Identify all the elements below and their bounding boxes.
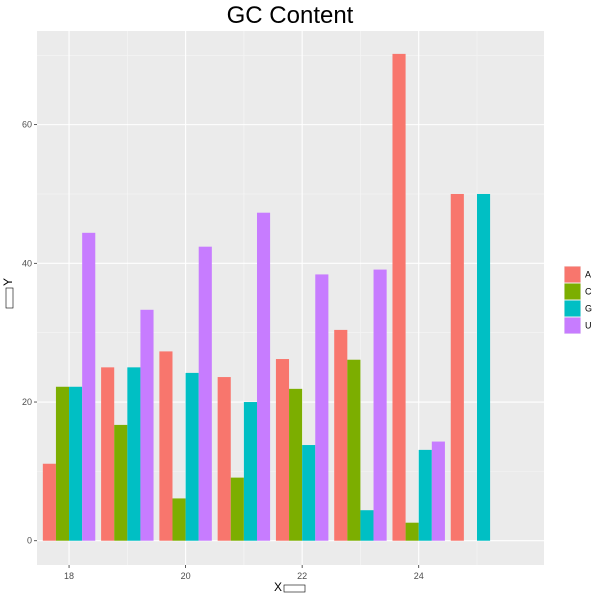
x-axis-label: X: [274, 580, 282, 594]
legend-label-C: C: [585, 287, 592, 297]
chart-title: GC Content: [227, 2, 354, 29]
legend-label-A: A: [585, 270, 591, 280]
bar-C-21: [230, 477, 244, 541]
bar-A-22: [275, 359, 290, 541]
legend-label-U: U: [585, 321, 592, 331]
legend-swatch-G: [564, 300, 581, 317]
y-axis-title: Y: [1, 278, 15, 309]
bar-U-20: [198, 246, 212, 541]
y-tick-label: 0: [27, 536, 32, 546]
bar-G-18: [69, 386, 83, 541]
x-tick-label: 18: [64, 571, 74, 581]
y-tick-label: 20: [22, 397, 32, 407]
bar-G-24: [418, 449, 432, 541]
bar-C-23: [347, 359, 361, 541]
bar-G-22: [302, 445, 316, 541]
x-tick-label: 22: [297, 571, 307, 581]
bar-A-18: [42, 463, 56, 541]
bar-C-19: [114, 424, 128, 541]
bar-A-19: [101, 367, 115, 541]
bar-G-25: [476, 193, 491, 541]
bar-A-21: [217, 377, 231, 541]
bar-G-20: [185, 372, 199, 541]
axes: 0 20 40 60 18 20 22 24: [22, 120, 424, 581]
bar-U-18: [82, 232, 96, 541]
bar-C-20: [172, 498, 186, 541]
y-axis-label: Y: [1, 278, 15, 286]
x-tick-label: 20: [181, 571, 191, 581]
x-axis-title: X: [274, 580, 306, 594]
bar-A-25: [450, 193, 464, 541]
y-axis-unit-box: [5, 287, 14, 309]
bar-C-22: [289, 388, 303, 541]
bar-U-24: [431, 441, 445, 541]
legend-swatch-U: [564, 317, 581, 334]
bar-A-23: [334, 329, 348, 541]
bar-A-20: [159, 351, 173, 541]
bar-C-18: [55, 386, 70, 541]
x-tick-label: 24: [414, 571, 424, 581]
y-tick-label: 40: [22, 258, 32, 268]
legend-label-G: G: [585, 304, 592, 314]
y-tick-label: 60: [22, 120, 32, 130]
bar-C-24: [405, 522, 419, 541]
x-axis-unit-box: [283, 584, 306, 593]
bar-U-19: [140, 309, 154, 541]
legend-swatch-C: [564, 283, 581, 300]
bar-U-21: [256, 212, 271, 541]
legend-swatch-A: [564, 266, 581, 283]
bars: [42, 53, 491, 541]
bar-A-24: [392, 53, 406, 541]
bar-G-21: [243, 402, 257, 541]
bar-U-22: [315, 274, 329, 541]
bar-G-23: [360, 510, 374, 541]
bar-G-19: [127, 367, 141, 541]
bar-U-23: [373, 269, 387, 541]
